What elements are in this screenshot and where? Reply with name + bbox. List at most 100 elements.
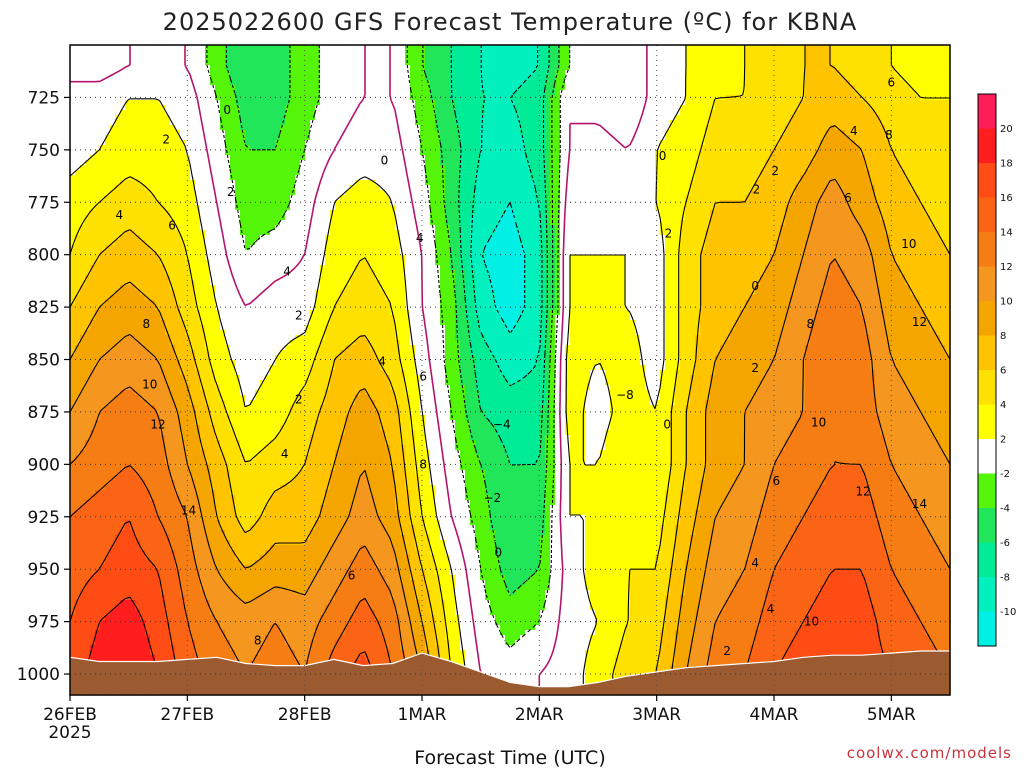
field-cell — [505, 105, 511, 111]
field-cell — [105, 70, 111, 76]
field-cell — [810, 140, 816, 146]
field-cell — [355, 160, 361, 166]
field-cell — [785, 85, 791, 91]
field-cell — [770, 110, 776, 116]
field-cell — [880, 125, 886, 131]
field-cell — [270, 125, 276, 131]
field-cell — [135, 125, 141, 131]
field-cell — [95, 150, 101, 156]
field-cell — [270, 175, 276, 181]
field-cell — [315, 175, 321, 181]
field-cell — [910, 65, 916, 71]
field-cell — [425, 85, 431, 91]
field-cell — [895, 45, 901, 51]
field-cell — [245, 185, 251, 191]
field-cell — [335, 85, 341, 91]
field-cell — [470, 55, 476, 61]
field-cell — [470, 160, 476, 166]
field-cell — [220, 50, 226, 56]
field-cell — [330, 185, 336, 191]
field-cell — [650, 130, 656, 136]
field-cell — [555, 75, 561, 81]
field-cell — [670, 90, 676, 96]
field-cell — [250, 140, 256, 146]
field-cell — [925, 125, 931, 131]
field-cell — [165, 45, 171, 51]
field-cell — [630, 170, 636, 176]
field-cell — [570, 115, 576, 121]
field-cell — [440, 45, 446, 51]
field-cell — [175, 140, 181, 146]
field-cell — [75, 45, 81, 51]
field-cell — [655, 55, 661, 61]
field-cell — [520, 170, 526, 176]
field-cell — [780, 175, 786, 181]
field-cell — [275, 130, 281, 136]
field-cell — [280, 155, 286, 161]
field-cell — [340, 180, 346, 186]
field-cell — [455, 140, 461, 146]
field-cell — [890, 95, 896, 101]
field-cell — [860, 165, 866, 171]
field-cell — [165, 75, 171, 81]
field-cell — [850, 45, 856, 51]
field-cell — [240, 180, 246, 186]
field-cell — [645, 90, 651, 96]
field-cell — [875, 100, 881, 106]
field-cell — [320, 75, 326, 81]
field-cell — [795, 165, 801, 171]
field-cell — [115, 95, 121, 101]
field-cell — [470, 115, 476, 121]
field-cell — [95, 170, 101, 176]
field-cell — [445, 80, 451, 86]
field-cell — [895, 175, 901, 181]
field-cell — [685, 50, 691, 56]
field-cell — [160, 135, 166, 141]
field-cell — [830, 110, 836, 116]
field-cell — [735, 60, 741, 66]
field-cell — [400, 65, 406, 71]
field-cell — [675, 90, 681, 96]
field-cell — [550, 85, 556, 91]
field-cell — [690, 50, 696, 56]
field-cell — [290, 85, 296, 91]
field-cell — [660, 105, 666, 111]
field-cell — [700, 65, 706, 71]
field-cell — [610, 95, 616, 101]
field-cell — [480, 155, 486, 161]
field-cell — [220, 135, 226, 141]
field-cell — [195, 70, 201, 76]
field-cell — [140, 65, 146, 71]
field-cell — [280, 80, 286, 86]
field-cell — [640, 125, 646, 131]
field-cell — [740, 155, 746, 161]
field-cell — [515, 130, 521, 136]
field-cell — [855, 145, 861, 151]
field-cell — [810, 80, 816, 86]
field-cell — [425, 100, 431, 106]
field-cell — [725, 125, 731, 131]
field-cell — [855, 55, 861, 61]
field-cell — [295, 50, 301, 56]
field-cell — [835, 170, 841, 176]
field-cell — [245, 55, 251, 61]
field-cell — [150, 175, 156, 181]
field-cell — [620, 170, 626, 176]
field-cell — [585, 95, 591, 101]
field-cell — [235, 185, 241, 191]
field-cell — [240, 150, 246, 156]
field-cell — [175, 110, 181, 116]
field-cell — [495, 110, 501, 116]
field-cell — [305, 120, 311, 126]
field-cell — [470, 45, 476, 51]
field-cell — [715, 70, 721, 76]
field-cell — [590, 165, 596, 171]
field-cell — [605, 115, 611, 121]
field-cell — [540, 120, 546, 126]
field-cell — [320, 50, 326, 56]
field-cell — [665, 95, 671, 101]
field-cell — [405, 95, 411, 101]
field-cell — [80, 175, 86, 181]
field-cell — [700, 105, 706, 111]
field-cell — [885, 95, 891, 101]
